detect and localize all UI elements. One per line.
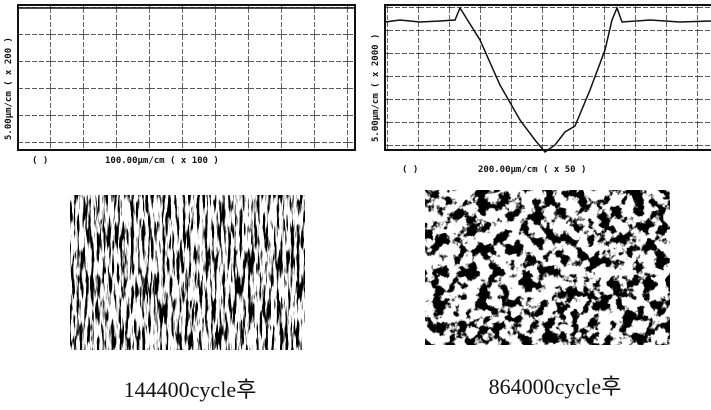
y-axis-label: 5.00μm/cm ( x 2000 )	[371, 34, 381, 142]
caption: 144400cycle후	[124, 377, 257, 402]
right-panel: 5.00μm/cm ( x 2000 ) ( ) 200.00μm/cm ( x…	[371, 4, 711, 175]
caption: 864000cycle후	[489, 374, 622, 399]
plot-frame	[384, 4, 711, 151]
trace	[384, 5, 711, 154]
micrograph	[425, 190, 670, 345]
left-panel: 5.00μm/cm ( x 200 ) ( ) 100.00μm/cm ( x …	[4, 4, 356, 166]
corner-label: ( )	[32, 156, 48, 166]
x-axis-label: 100.00μm/cm ( x 100 )	[105, 156, 219, 166]
plot-frame	[17, 4, 356, 151]
y-axis-label: 5.00μm/cm ( x 200 )	[4, 37, 14, 140]
x-axis-label: 200.00μm/cm ( x 50 )	[478, 165, 586, 175]
corner-label: ( )	[402, 165, 418, 175]
micrograph	[70, 195, 305, 350]
